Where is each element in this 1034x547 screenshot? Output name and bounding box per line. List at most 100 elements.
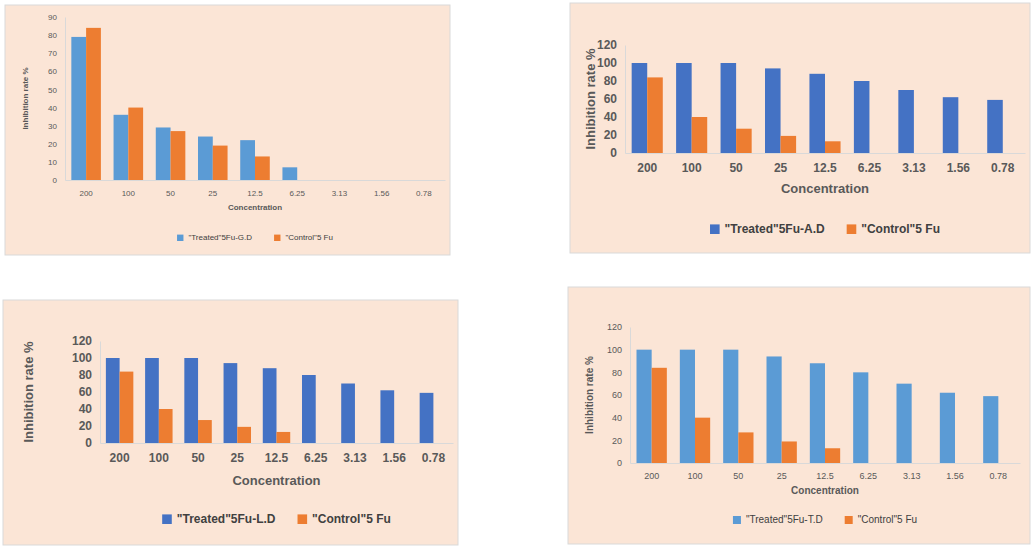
bar (339, 180, 354, 181)
x-tick-label: 25 (777, 471, 787, 481)
x-tick: 200 (644, 463, 659, 481)
legend-item: "Control"5 Fu (845, 514, 917, 525)
y-tick: 0 (85, 436, 100, 450)
y-tick: 80 (48, 31, 65, 40)
x-tick: 25 (208, 180, 217, 198)
x-axis-line (101, 443, 454, 444)
y-tick: 120 (72, 334, 100, 348)
x-tick: 1.56 (374, 180, 390, 198)
x-tick: 3.13 (343, 443, 367, 465)
y-tick: 50 (48, 86, 65, 95)
x-axis-line (66, 180, 446, 181)
y-tick-label: 120 (607, 322, 622, 332)
legend-label: "Treated"5Fu-A.D (725, 222, 825, 236)
bar (983, 396, 998, 463)
bar (367, 180, 382, 181)
y-tick: 60 (612, 390, 630, 400)
bar (695, 418, 710, 463)
y-tick: 70 (48, 49, 65, 58)
y-tick-label: 80 (604, 74, 618, 88)
legend-item: "Treated"5Fu-A.D (710, 222, 825, 236)
bar (156, 127, 171, 180)
legend: "Treated"5Fu-G.D"Control"5 Fu (177, 233, 333, 242)
bar (86, 28, 101, 180)
bar (809, 74, 825, 153)
bar-series (71, 37, 297, 180)
bar (297, 180, 312, 181)
bar (647, 77, 663, 153)
bar-series (632, 63, 1003, 153)
y-axis-title: Inhibition rate % (21, 67, 30, 129)
bar (263, 368, 277, 443)
x-tick: 50 (191, 443, 205, 465)
y-axis-title: Inhibition rate % (584, 356, 595, 434)
y-tick: 60 (79, 385, 100, 399)
x-axis-line (631, 463, 1021, 464)
bar (198, 137, 213, 180)
y-tick: 80 (79, 368, 100, 382)
x-tick-label: 25 (774, 161, 788, 175)
bar (433, 443, 447, 444)
x-axis-title: Concentration (232, 473, 320, 488)
y-tick: 40 (604, 110, 625, 124)
x-tick-label: 12.5 (816, 471, 834, 481)
legend-item: "Control"5 Fu (847, 222, 940, 236)
bar (213, 146, 228, 180)
bar (380, 390, 394, 443)
bar (632, 63, 648, 153)
y-tick: 10 (48, 158, 65, 167)
legend-label: "Control"5 Fu (285, 233, 332, 242)
y-tick: 100 (597, 56, 625, 70)
bar (106, 358, 120, 443)
bar (184, 358, 198, 443)
x-tick: 0.78 (990, 463, 1008, 481)
y-tick-label: 0 (617, 458, 622, 468)
y-tick: 20 (604, 128, 625, 142)
bar-series (106, 358, 434, 443)
x-tick-label: 3.13 (332, 189, 348, 198)
y-tick: 20 (612, 436, 630, 446)
x-tick-label: 25 (208, 189, 217, 198)
bar (781, 136, 797, 153)
y-tick: 40 (612, 413, 630, 423)
legend-item: "Control"5 Fu (274, 233, 333, 242)
y-tick-label: 70 (48, 49, 57, 58)
x-tick: 100 (122, 180, 136, 198)
bar (171, 131, 186, 180)
y-tick-label: 40 (604, 110, 618, 124)
x-tick-label: 0.78 (416, 189, 432, 198)
bar (958, 153, 974, 154)
bar (955, 463, 970, 464)
legend-swatch (733, 516, 741, 524)
x-tick-label: 6.25 (858, 161, 882, 175)
y-tick: 80 (612, 368, 630, 378)
x-tick: 1.56 (947, 153, 971, 175)
bar-series (120, 372, 291, 443)
y-axis-line (630, 328, 631, 464)
y-tick-label: 100 (607, 345, 622, 355)
bar (692, 117, 708, 153)
y-tick: 90 (48, 13, 65, 22)
x-tick: 100 (682, 153, 702, 175)
x-tick-label: 12.5 (265, 451, 289, 465)
x-tick-label: 1.56 (946, 471, 964, 481)
bar (382, 180, 397, 181)
x-axis-line (626, 153, 1026, 154)
y-tick-label: 80 (612, 368, 622, 378)
bar (120, 372, 134, 443)
y-tick-label: 20 (48, 140, 57, 149)
bar (424, 180, 439, 181)
bar-series (652, 368, 841, 463)
bar (316, 443, 330, 444)
x-tick-label: 50 (733, 471, 743, 481)
y-tick-label: 10 (48, 158, 57, 167)
legend-label: "Treated"5Fu-L.D (177, 512, 276, 526)
x-tick: 12.5 (247, 180, 263, 198)
x-tick: 6.25 (860, 463, 878, 481)
x-tick: 1.56 (946, 463, 964, 481)
x-tick: 25 (231, 443, 245, 465)
legend-swatch (847, 224, 857, 234)
x-tick: 3.13 (903, 463, 921, 481)
legend-swatch (162, 514, 172, 524)
x-axis: 200100502512.56.253.131.560.78 (631, 463, 1021, 481)
